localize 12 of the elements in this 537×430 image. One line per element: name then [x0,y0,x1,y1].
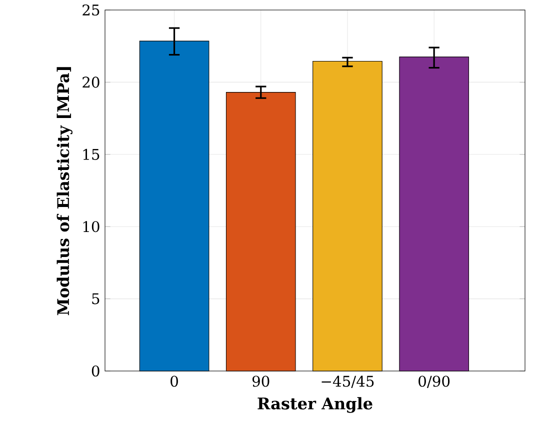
y-tick-label: 20 [82,76,100,88]
x-axis-title: Raster Angle [258,397,372,413]
y-tick-label: 5 [92,293,100,304]
y-tick-label: 15 [83,148,100,160]
y-tick-label: 0 [92,365,100,377]
y-axis-title: Modulus of Elasticity [MPa] [56,67,72,316]
x-tick-label: 90 [252,376,270,387]
y-tick-label: 25 [82,4,100,16]
x-tick-label: −45/45 [322,376,374,388]
x-tick-label: 0/90 [418,376,450,388]
x-tick-label: 0 [170,376,178,387]
y-tick-label: 10 [83,221,100,232]
